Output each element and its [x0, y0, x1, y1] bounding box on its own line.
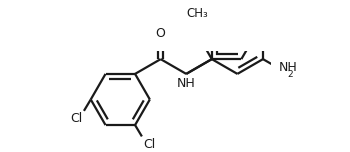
Text: 2: 2 [288, 69, 293, 79]
Text: CH₃: CH₃ [187, 7, 208, 20]
Text: Cl: Cl [71, 112, 83, 125]
Text: NH: NH [177, 77, 196, 90]
Text: Cl: Cl [143, 138, 155, 151]
Text: O: O [156, 27, 166, 40]
Text: NH: NH [279, 61, 298, 74]
